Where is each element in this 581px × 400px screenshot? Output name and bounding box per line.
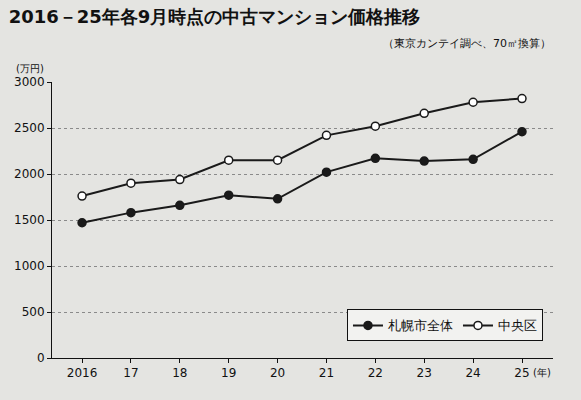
svg-text:2016－25年各9月時点の中古マンション価格推移: 2016－25年各9月時点の中古マンション価格推移 (9, 6, 421, 27)
svg-text:(年): (年) (533, 367, 551, 378)
svg-text:札幌市全体: 札幌市全体 (388, 318, 453, 333)
svg-text:24: 24 (465, 366, 480, 380)
svg-text:1000: 1000 (14, 259, 45, 273)
svg-text:3000: 3000 (14, 75, 45, 89)
svg-text:中央区: 中央区 (498, 318, 537, 333)
svg-text:0: 0 (37, 351, 45, 365)
svg-text:2000: 2000 (14, 167, 45, 181)
svg-text:1500: 1500 (14, 213, 45, 227)
svg-text:21: 21 (319, 366, 334, 380)
svg-text:（東京カンテイ調べ、70㎡換算）: （東京カンテイ調べ、70㎡換算） (383, 37, 551, 50)
svg-text:17: 17 (123, 366, 138, 380)
svg-text:2016: 2016 (67, 366, 98, 380)
svg-text:23: 23 (417, 366, 432, 380)
svg-text:(万円): (万円) (16, 63, 44, 74)
svg-text:22: 22 (368, 366, 383, 380)
svg-text:2500: 2500 (14, 121, 45, 135)
svg-text:500: 500 (22, 305, 45, 319)
svg-text:20: 20 (270, 366, 285, 380)
svg-text:25: 25 (514, 366, 529, 380)
svg-text:19: 19 (221, 366, 236, 380)
svg-text:18: 18 (172, 366, 187, 380)
